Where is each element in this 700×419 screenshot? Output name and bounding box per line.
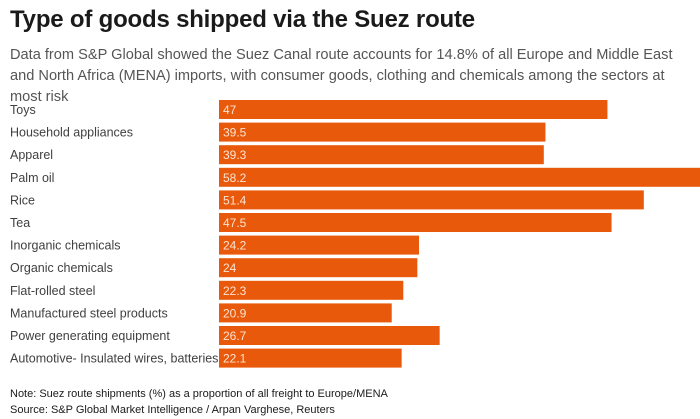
bar-value-label: 24: [223, 261, 237, 275]
bar-value-label: 22.1: [223, 352, 247, 366]
bar-value-label: 58.2: [223, 171, 247, 185]
bar-value-label: 39.3: [223, 148, 247, 162]
category-label: Automotive- Insulated wires, batteries: [10, 352, 218, 366]
bar: [219, 122, 546, 142]
bar: [219, 190, 644, 210]
category-label: Inorganic chemicals: [10, 239, 120, 253]
category-label: Apparel: [10, 148, 53, 162]
category-label: Organic chemicals: [10, 261, 113, 275]
bar-value-label: 24.2: [223, 239, 247, 253]
bar: [219, 348, 402, 368]
bar-value-label: 51.4: [223, 193, 247, 207]
bar: [219, 326, 440, 345]
bar: [219, 258, 418, 278]
bar-value-label: 39.5: [223, 126, 247, 140]
category-label: Household appliances: [10, 126, 133, 140]
bar-chart: Toys 47 Household appliances 39.5 Apparel 39.…: [10, 100, 700, 368]
bar: [219, 303, 392, 323]
chart-subtitle: Data from S&P Global showed the Suez Can…: [10, 47, 673, 105]
category-label: Power generating equipment: [10, 329, 170, 343]
category-label: Toys: [10, 103, 36, 117]
category-label: Palm oil: [10, 171, 54, 185]
bar: [219, 145, 544, 165]
bar-value-label: 20.9: [223, 306, 247, 320]
bar-value-label: 47.5: [223, 216, 247, 230]
bar-value-label: 22.3: [223, 284, 247, 298]
chart-title: Type of goods shipped via the Suez route: [10, 6, 475, 33]
bar-value-label: 26.7: [223, 329, 247, 343]
bar: [219, 280, 404, 300]
bar-value-label: 47: [223, 103, 237, 117]
category-label: Flat-rolled steel: [10, 284, 95, 298]
chart-source: Source: S&P Global Market Intelligence /…: [10, 404, 335, 416]
bar: [219, 167, 700, 187]
category-label: Manufactured steel products: [10, 306, 168, 320]
bar: [219, 213, 612, 232]
category-label: Rice: [10, 193, 35, 207]
bar: [219, 235, 420, 255]
chart-note: Note: Suez route shipments (%) as a prop…: [10, 388, 388, 400]
category-label: Tea: [10, 216, 30, 230]
bar: [219, 100, 608, 119]
